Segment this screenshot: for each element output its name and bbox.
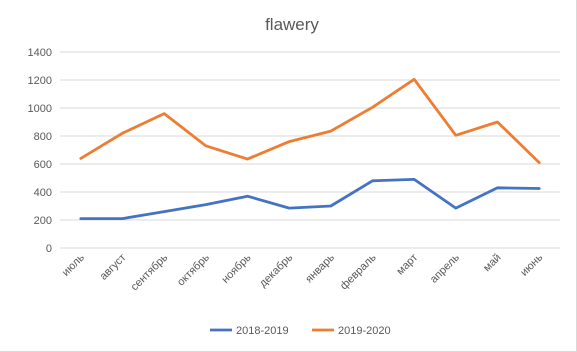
- y-tick-label: 1200: [28, 75, 52, 87]
- chart-title: flawery: [265, 15, 319, 34]
- x-axis-ticks: июль август сентябрь октябрь ноябрь декабрь ян…: [60, 251, 546, 293]
- x-tick-label: сентябрь: [129, 251, 171, 293]
- x-tick-label: декабрь: [257, 251, 295, 289]
- x-tick-label: июль: [60, 251, 87, 278]
- x-tick-label: май: [481, 252, 504, 275]
- legend: 2018-2019 2019-2020: [210, 325, 391, 337]
- x-tick-label: март: [394, 252, 420, 278]
- x-tick-label: июнь: [518, 251, 545, 278]
- x-tick-label: январь: [303, 251, 337, 285]
- y-tick-label: 200: [34, 215, 52, 227]
- legend-label: 2018-2019: [236, 325, 289, 337]
- y-tick-label: 400: [34, 187, 52, 199]
- series-lines: [79, 77, 541, 221]
- x-tick-label: февраль: [338, 251, 379, 292]
- y-tick-label: 800: [34, 131, 52, 143]
- y-tick-label: 1400: [28, 47, 52, 59]
- y-tick-label: 600: [34, 159, 52, 171]
- y-tick-label: 1000: [28, 103, 52, 115]
- y-tick-label: 0: [46, 243, 52, 255]
- y-axis-ticks: 0 200 400 600 800 1000 1200 1400: [28, 47, 52, 255]
- series-line-2: [79, 77, 541, 165]
- series-line-1: [79, 177, 541, 221]
- gridlines: [60, 51, 560, 249]
- x-tick-label: апрель: [428, 251, 462, 285]
- x-tick-label: ноябрь: [219, 251, 253, 285]
- x-tick-label: август: [98, 252, 129, 283]
- legend-label: 2019-2020: [338, 325, 391, 337]
- x-tick-label: октябрь: [175, 251, 212, 288]
